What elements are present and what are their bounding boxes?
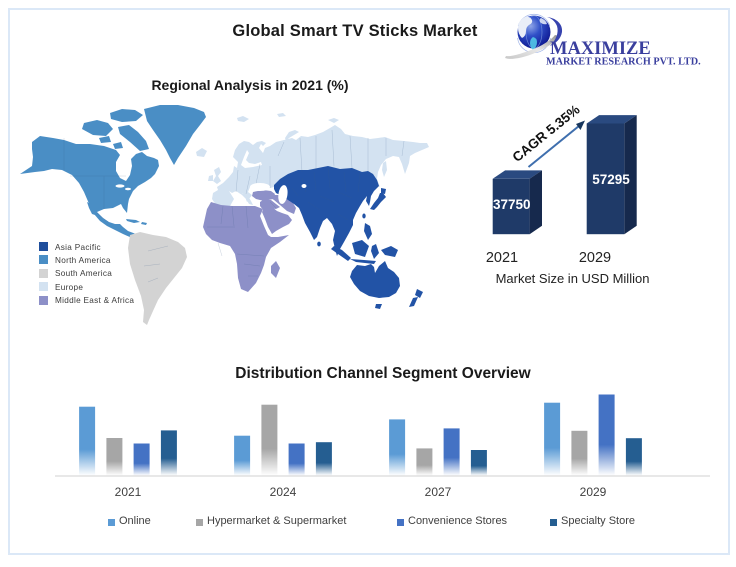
svg-text:MARKET RESEARCH PVT. LTD.: MARKET RESEARCH PVT. LTD.: [546, 57, 701, 67]
svg-text:MAXIMIZE: MAXIMIZE: [550, 39, 651, 59]
